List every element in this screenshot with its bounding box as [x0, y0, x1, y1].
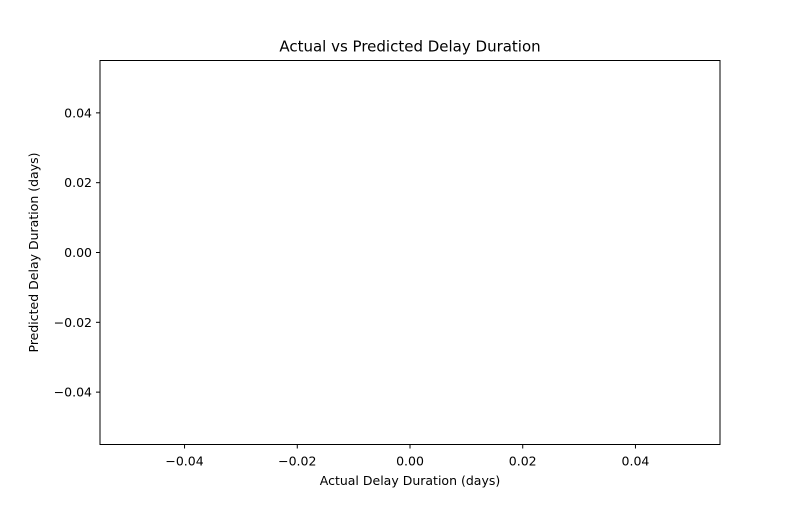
x-tick-label: −0.02	[278, 454, 316, 469]
y-axis-label: Predicted Delay Duration (days)	[26, 153, 41, 353]
x-axis-label: Actual Delay Duration (days)	[320, 473, 500, 488]
y-tick-label: 0.02	[64, 175, 92, 190]
x-tick-label: 0.02	[509, 454, 537, 469]
x-tick-label: −0.04	[165, 454, 203, 469]
x-tick-label: 0.00	[396, 454, 424, 469]
y-tick-label: 0.04	[64, 105, 92, 120]
x-axis-ticks: −0.04 −0.02 0.00 0.02 0.04	[165, 444, 650, 469]
chart-title: Actual vs Predicted Delay Duration	[279, 38, 540, 56]
y-tick-label: 0.00	[64, 245, 92, 260]
y-tick-label: −0.04	[54, 385, 92, 400]
plot-area-frame	[99, 60, 721, 445]
y-axis-ticks: −0.04 −0.02 0.00 0.02 0.04	[54, 105, 100, 400]
y-tick-label: −0.02	[54, 315, 92, 330]
x-tick-label: 0.04	[622, 454, 650, 469]
